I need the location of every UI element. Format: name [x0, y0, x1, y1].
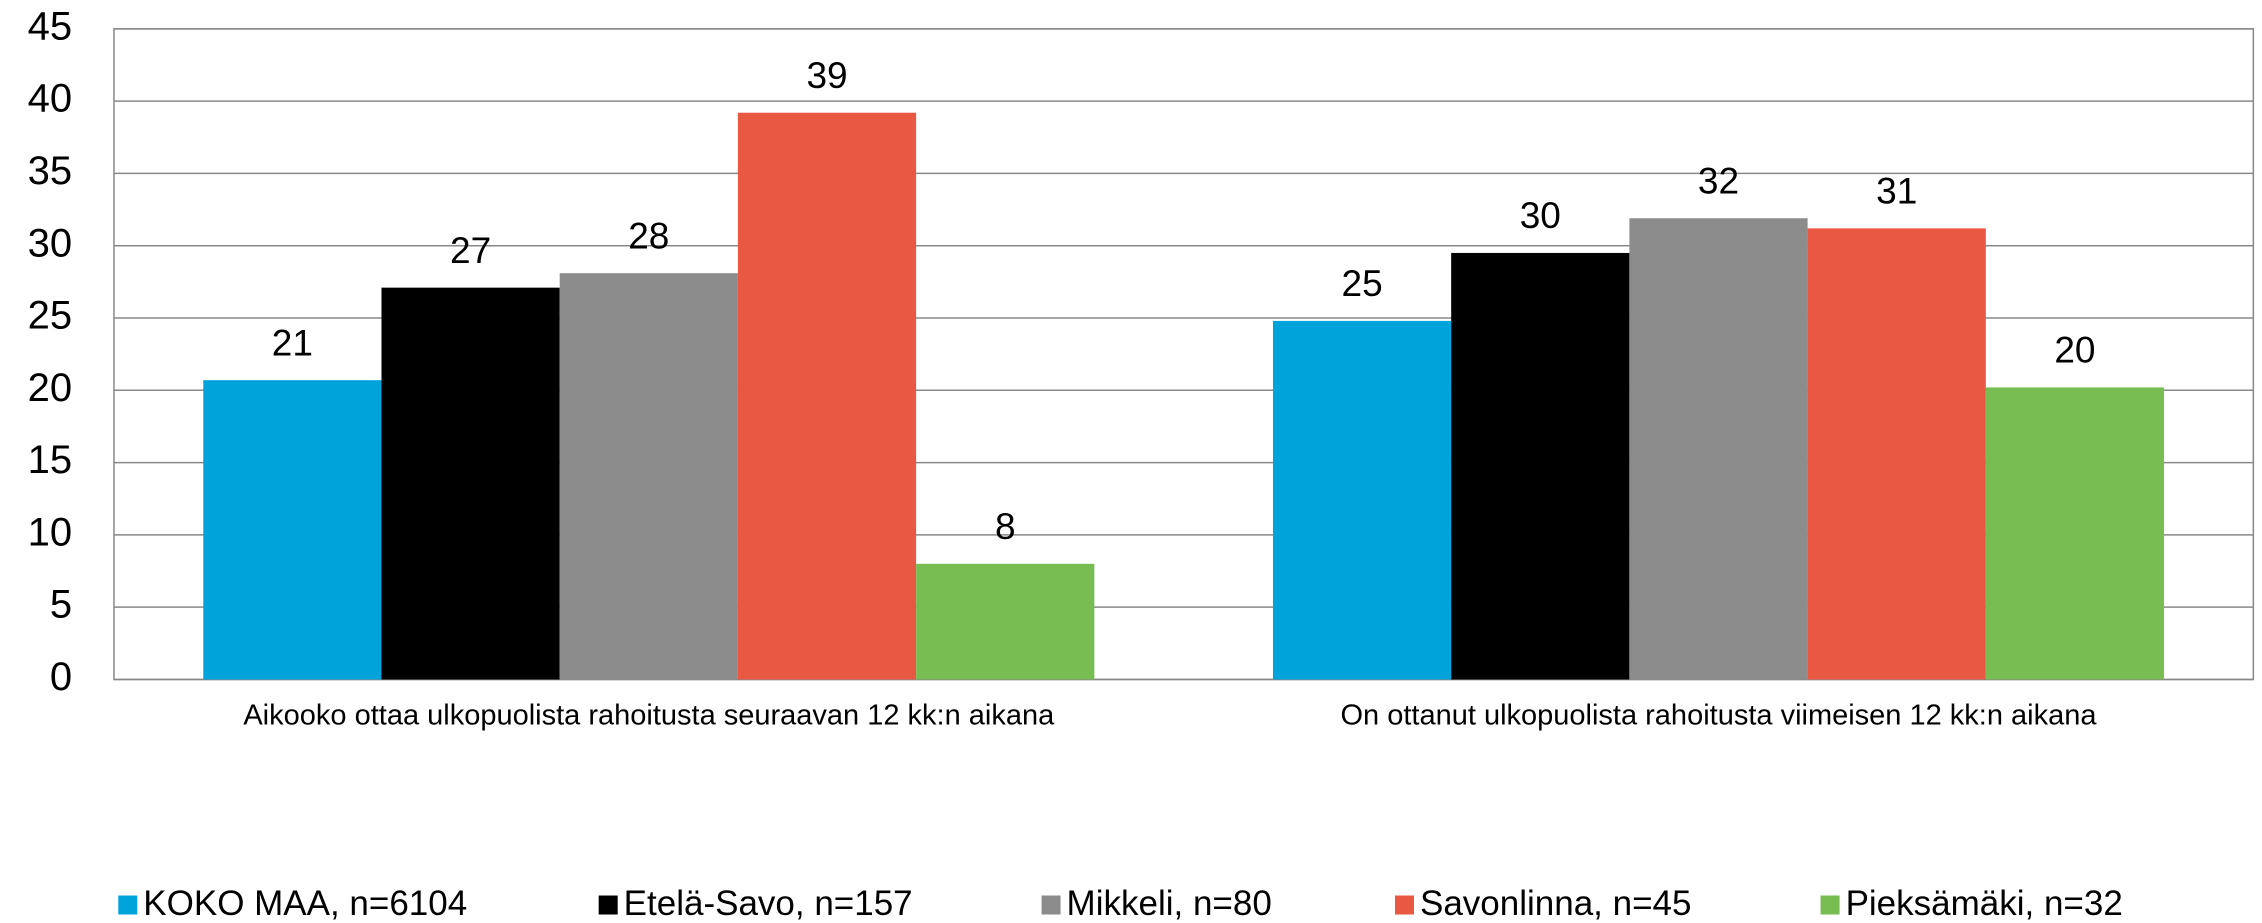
y-tick-label: 15: [28, 438, 73, 482]
legend-label: Etelä-Savo, n=157: [624, 884, 913, 923]
legend-swatch: [1820, 895, 1840, 915]
value-label: 25: [1342, 263, 1383, 304]
bar: [1451, 252, 1630, 680]
value-label: 31: [1876, 171, 1917, 212]
plot-border: [113, 28, 2255, 681]
y-tick-label: 0: [50, 655, 72, 699]
legend-label: Pieksämäki, n=32: [1846, 884, 2123, 923]
y-tick-label: 35: [28, 149, 73, 193]
legend-swatch: [118, 895, 138, 915]
y-tick-label: 20: [28, 366, 73, 410]
legend-swatch: [1394, 895, 1414, 915]
bar: [1985, 387, 2165, 680]
value-label: 30: [1520, 195, 1561, 236]
y-tick-label: 5: [50, 583, 72, 627]
bar: [737, 112, 917, 680]
value-label: 32: [1698, 160, 1739, 201]
x-tick-label: Aikooko ottaa ulkopuolista rahoitusta se…: [243, 700, 1055, 732]
legend-label: Mikkeli, n=80: [1067, 884, 1272, 923]
y-tick-label: 25: [28, 294, 73, 338]
y-tick-label: 30: [28, 221, 73, 265]
bar: [381, 287, 560, 680]
y-tick-label: 45: [28, 4, 73, 48]
legend-label: Savonlinna, n=45: [1420, 884, 1691, 923]
value-label: 20: [2054, 330, 2095, 371]
y-tick-label: 40: [28, 77, 73, 121]
bar: [1629, 218, 1808, 680]
bar: [1807, 228, 1986, 680]
x-tick-label: On ottanut ulkopuolista rahoitusta viime…: [1340, 700, 2097, 732]
legend-swatch: [1041, 895, 1061, 915]
bar: [203, 380, 382, 680]
legend-swatch: [598, 895, 618, 915]
bar: [559, 273, 738, 680]
bar: [1272, 320, 1452, 680]
value-label: 28: [628, 215, 669, 256]
value-label: 27: [450, 230, 491, 271]
bar: [916, 563, 1095, 680]
value-label: 39: [806, 55, 847, 96]
value-label: 21: [272, 322, 313, 363]
value-label: 8: [995, 506, 1016, 547]
y-tick-label: 10: [28, 510, 73, 554]
legend-label: KOKO MAA, n=6104: [143, 884, 467, 923]
